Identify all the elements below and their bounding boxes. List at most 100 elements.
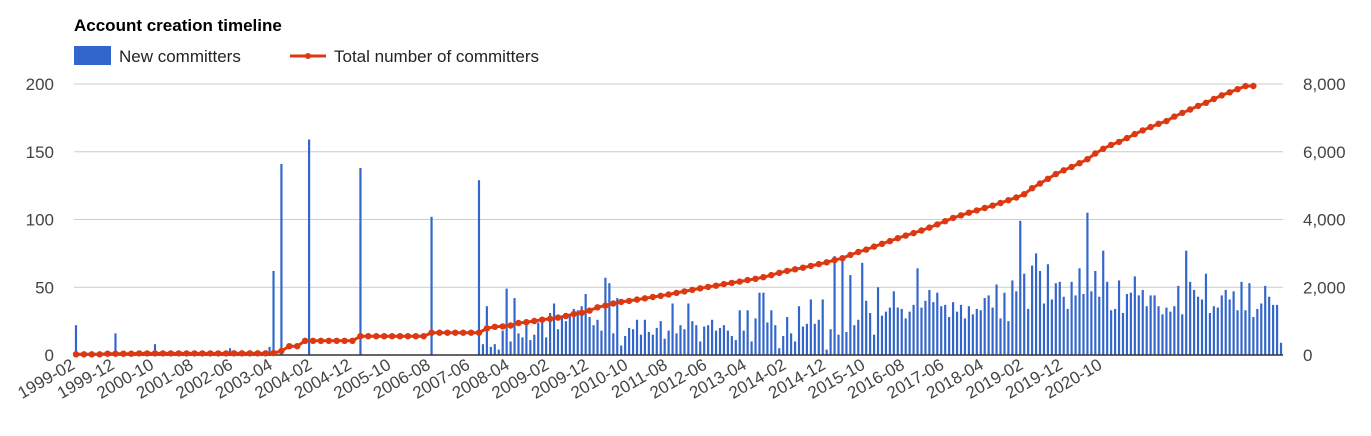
line-point (562, 312, 570, 320)
bar (541, 321, 544, 355)
bar (809, 299, 812, 355)
line-point (942, 218, 949, 225)
bar (983, 298, 986, 355)
bar (1204, 273, 1208, 355)
bar (813, 323, 816, 355)
line-point (120, 350, 127, 357)
line-point (539, 316, 546, 323)
y-axis-right: 0 2,000 4,000 6,000 8,000 (1303, 75, 1346, 365)
bar (584, 294, 587, 355)
bar (628, 327, 631, 355)
bar (280, 163, 283, 355)
line-point (317, 337, 325, 344)
bar (501, 330, 504, 355)
bar (572, 308, 575, 355)
bar (987, 295, 990, 355)
line-point (1210, 95, 1218, 103)
bar (691, 321, 694, 355)
bar (1228, 299, 1231, 355)
bar (722, 325, 726, 355)
bar (631, 329, 635, 355)
bar (647, 331, 650, 355)
bar (517, 333, 520, 355)
line-point (760, 274, 767, 281)
bar (580, 306, 583, 355)
bar (1078, 268, 1081, 355)
bar (663, 338, 666, 355)
bar (635, 319, 639, 355)
line-point (697, 285, 704, 292)
bar (604, 277, 607, 355)
bar (307, 139, 311, 355)
bar (1102, 250, 1105, 355)
y-left-tick-label: 50 (35, 278, 54, 297)
bar (272, 270, 275, 355)
bar (1038, 270, 1042, 355)
bar (1268, 296, 1271, 355)
y-left-tick-label: 150 (26, 143, 54, 162)
line-point (878, 240, 886, 247)
gridlines (74, 83, 1283, 356)
bar (1133, 276, 1136, 355)
bar (888, 307, 891, 355)
line-point (665, 291, 672, 298)
bar (679, 325, 682, 355)
line-point (1013, 194, 1020, 201)
bar (576, 310, 579, 355)
y-left-tick-label: 200 (26, 75, 54, 94)
bar (999, 318, 1002, 355)
line-point (594, 304, 601, 311)
line-point (689, 286, 696, 294)
bar (707, 325, 710, 355)
line-point (1242, 82, 1249, 90)
bar (1208, 312, 1211, 355)
line-point (799, 264, 807, 271)
line-point (1139, 127, 1146, 134)
bar (825, 349, 828, 355)
bar (778, 348, 781, 355)
bar (829, 329, 832, 355)
bar (1046, 264, 1050, 355)
bar (671, 303, 674, 355)
bar (1082, 294, 1085, 355)
line-point (1147, 123, 1154, 131)
bar (1106, 281, 1109, 355)
bar (1019, 220, 1022, 355)
line-point (981, 204, 988, 212)
bar (995, 284, 998, 355)
bar (1027, 308, 1030, 355)
bar (509, 341, 512, 355)
bar (971, 314, 974, 355)
line-point (1218, 92, 1226, 99)
line-point (625, 297, 633, 305)
bar (1066, 308, 1069, 355)
line-point (112, 350, 119, 357)
bar (1181, 314, 1184, 355)
bar (1256, 308, 1259, 355)
line-point (388, 333, 396, 340)
line-point (997, 199, 1004, 207)
bar (766, 322, 769, 355)
line-point (704, 283, 712, 291)
line-point (831, 256, 838, 264)
line-point (1092, 150, 1099, 157)
bar (1113, 308, 1117, 355)
line-point (365, 333, 372, 340)
line-point (444, 329, 451, 336)
line-point (175, 350, 182, 357)
line-point (839, 255, 846, 262)
bar (430, 216, 433, 355)
bar (1185, 250, 1188, 355)
bar (884, 311, 888, 355)
bar (1031, 265, 1034, 355)
line-point (373, 333, 380, 340)
line-point (88, 351, 96, 358)
bar (545, 337, 548, 355)
bar (837, 334, 840, 355)
bar (1137, 295, 1140, 355)
bar (655, 327, 658, 355)
bar (1007, 321, 1010, 355)
line-point (507, 322, 514, 329)
line-point (420, 333, 427, 340)
bar (537, 322, 540, 355)
